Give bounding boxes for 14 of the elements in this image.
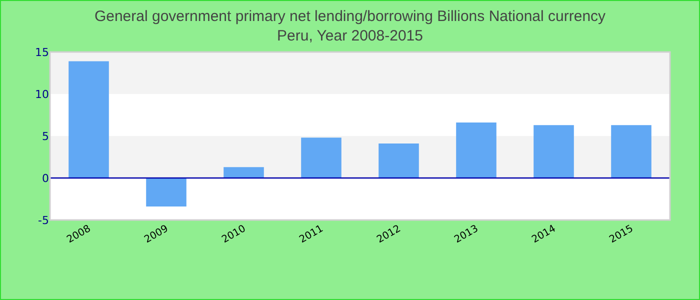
bar <box>534 125 574 178</box>
y-tick-label: 15 <box>35 46 49 59</box>
y-tick-label: 10 <box>35 88 49 101</box>
y-tick-label: 0 <box>42 172 49 185</box>
bar <box>378 144 419 178</box>
y-tick-label: 5 <box>42 130 49 143</box>
bar <box>224 167 264 178</box>
bar <box>146 178 186 207</box>
bar <box>456 122 496 178</box>
y-tick-label: -5 <box>38 214 49 227</box>
bar <box>611 125 652 178</box>
bar <box>301 138 342 178</box>
bar <box>68 61 109 178</box>
chart-title: General government primary net lending/borrowing Billions National currency Peru, Year 2008-2015 <box>94 8 606 44</box>
